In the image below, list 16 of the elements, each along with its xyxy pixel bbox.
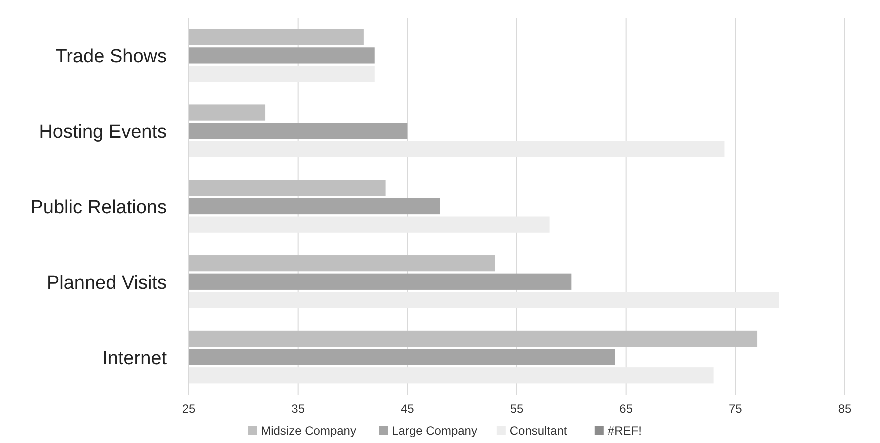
x-tick-label: 85: [838, 402, 852, 416]
y-tick-label: Trade Shows: [56, 46, 167, 68]
y-tick-label: Planned Visits: [46, 272, 167, 294]
x-tick-label: 35: [292, 402, 306, 416]
legend-label: #REF!: [608, 424, 642, 438]
legend-label: Consultant: [510, 424, 568, 438]
legend-label: Large Company: [392, 424, 478, 438]
legend-label: Midsize Company: [261, 424, 356, 438]
x-tick-label: 75: [728, 402, 743, 416]
x-tick-label: 65: [620, 402, 634, 416]
y-tick-label: Internet: [102, 348, 168, 370]
y-tick-label: Hosting Events: [39, 122, 167, 144]
x-tick-label: 45: [400, 402, 415, 416]
x-tick-label: 55: [510, 402, 524, 416]
x-tick-label: 25: [182, 402, 196, 416]
y-tick-label: Public Relations: [30, 198, 167, 218]
